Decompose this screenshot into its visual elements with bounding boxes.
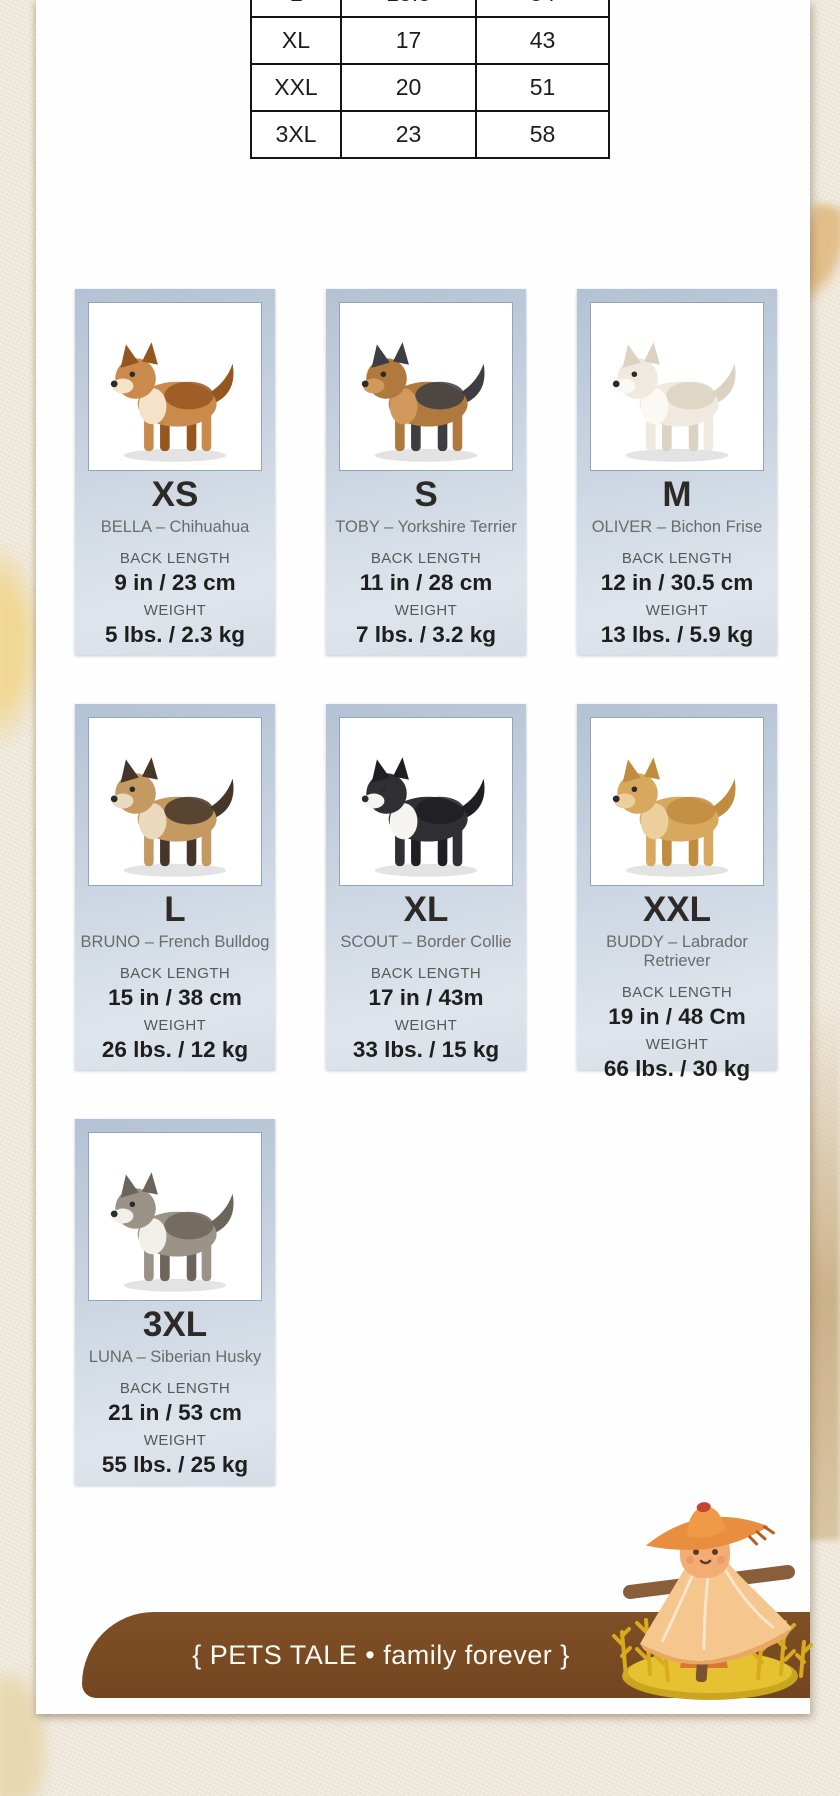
background-right-band xyxy=(806,1000,840,1540)
dog-size-card-border-collie: XL SCOUT – Border Collie BACK LENGTH 17 … xyxy=(326,704,526,1070)
card-size-label: M xyxy=(662,475,692,514)
dog-photo xyxy=(339,302,513,471)
card-size-label: XS xyxy=(151,475,199,514)
size-cell: L xyxy=(250,0,342,18)
card-size-label: XXL xyxy=(642,890,712,929)
size-chart-body: L 13.5 34 XL 17 43 XXL 20 51 3XL 23 58 xyxy=(250,0,610,159)
dog-illustration-icon xyxy=(361,342,485,462)
weight-label: WEIGHT xyxy=(394,1017,458,1034)
back-length-label: BACK LENGTH xyxy=(119,550,231,567)
back-length-cm-cell: 34 xyxy=(475,0,610,18)
weight-label: WEIGHT xyxy=(143,1432,207,1449)
dog-size-card-chihuahua: XS BELLA – Chihuahua BACK LENGTH 9 in / … xyxy=(75,289,275,655)
size-chart-table: L 13.5 34 XL 17 43 XXL 20 51 3XL 23 58 xyxy=(250,0,610,159)
back-length-cm-cell: 51 xyxy=(475,63,610,112)
back-length-value: 17 in / 43m xyxy=(368,985,484,1010)
weight-value: 66 lbs. / 30 kg xyxy=(603,1056,751,1081)
card-size-label: S xyxy=(414,475,438,514)
weight-label: WEIGHT xyxy=(645,602,709,619)
size-chart-row: 3XL 23 58 xyxy=(250,110,610,159)
dog-photo xyxy=(88,302,262,471)
banner-text: { PETS TALE • family forever } xyxy=(192,1639,570,1670)
dog-size-card-labrador-retriever: XXL BUDDY – Labrador Retriever BACK LENG… xyxy=(577,704,777,1081)
card-dog-name: BELLA – Chihuahua xyxy=(100,518,250,536)
card-dog-name: SCOUT – Border Collie xyxy=(340,933,512,951)
dog-illustration-icon xyxy=(612,342,736,462)
card-size-label: XL xyxy=(403,890,449,929)
dog-illustration-icon xyxy=(110,1172,234,1292)
weight-value: 7 lbs. / 3.2 kg xyxy=(355,622,497,647)
size-chart-row: XL 17 43 xyxy=(250,16,610,65)
back-length-label: BACK LENGTH xyxy=(370,550,482,567)
dog-photo xyxy=(590,717,764,886)
size-cell: 3XL xyxy=(250,110,342,159)
back-length-in-cell: 20 xyxy=(340,63,477,112)
weight-value: 55 lbs. / 25 kg xyxy=(101,1452,249,1477)
size-chart-row: XXL 20 51 xyxy=(250,63,610,112)
card-dog-name: LUNA – Siberian Husky xyxy=(88,1348,262,1366)
back-length-cm-cell: 58 xyxy=(475,110,610,159)
back-length-label: BACK LENGTH xyxy=(621,984,733,1001)
weight-label: WEIGHT xyxy=(143,1017,207,1034)
back-length-label: BACK LENGTH xyxy=(621,550,733,567)
size-cell: XL xyxy=(250,16,342,65)
card-dog-name: OLIVER – Bichon Frise xyxy=(591,518,763,536)
card-dog-name: TOBY – Yorkshire Terrier xyxy=(335,518,517,536)
card-size-label: L xyxy=(164,890,186,929)
back-length-label: BACK LENGTH xyxy=(370,965,482,982)
back-length-label: BACK LENGTH xyxy=(119,965,231,982)
weight-value: 5 lbs. / 2.3 kg xyxy=(104,622,246,647)
dog-size-card-bichon-frise: M OLIVER – Bichon Frise BACK LENGTH 12 i… xyxy=(577,289,777,655)
back-length-value: 12 in / 30.5 cm xyxy=(600,570,754,595)
weight-label: WEIGHT xyxy=(394,602,458,619)
dog-illustration-icon xyxy=(110,342,234,462)
back-length-in-cell: 23 xyxy=(340,110,477,159)
card-size-label: 3XL xyxy=(142,1305,208,1344)
back-length-value: 21 in / 53 cm xyxy=(108,1400,242,1425)
dog-illustration-icon xyxy=(361,757,485,877)
size-cell: XXL xyxy=(250,63,342,112)
card-dog-name: BUDDY – Labrador Retriever xyxy=(606,933,748,970)
back-length-in-cell: 17 xyxy=(340,16,477,65)
dog-size-card-siberian-husky: 3XL LUNA – Siberian Husky BACK LENGTH 21… xyxy=(75,1119,275,1485)
back-length-label: BACK LENGTH xyxy=(119,1380,231,1397)
dog-photo xyxy=(88,717,262,886)
dog-photo xyxy=(88,1132,262,1301)
weight-value: 26 lbs. / 12 kg xyxy=(101,1037,249,1062)
back-length-value: 11 in / 28 cm xyxy=(359,570,493,595)
card-dog-name: BRUNO – French Bulldog xyxy=(80,933,270,951)
dog-size-cards-grid: XS BELLA – Chihuahua BACK LENGTH 9 in / … xyxy=(75,289,777,1485)
back-length-in-cell: 13.5 xyxy=(340,0,477,18)
dog-size-card-yorkshire-terrier: S TOBY – Yorkshire Terrier BACK LENGTH 1… xyxy=(326,289,526,655)
size-chart-row: L 13.5 34 xyxy=(250,0,610,18)
back-length-value: 15 in / 38 cm xyxy=(108,985,242,1010)
weight-value: 13 lbs. / 5.9 kg xyxy=(600,622,754,647)
back-length-value: 9 in / 23 cm xyxy=(114,570,236,595)
dog-size-card-french-bulldog: L BRUNO – French Bulldog BACK LENGTH 15 … xyxy=(75,704,275,1070)
dog-illustration-icon xyxy=(612,757,736,877)
weight-value: 33 lbs. / 15 kg xyxy=(352,1037,500,1062)
weight-label: WEIGHT xyxy=(143,602,207,619)
dog-photo xyxy=(339,717,513,886)
dog-photo xyxy=(590,302,764,471)
dog-illustration-icon xyxy=(110,757,234,877)
scarecrow-icon xyxy=(612,1502,813,1700)
weight-label: WEIGHT xyxy=(645,1036,709,1053)
back-length-value: 19 in / 48 Cm xyxy=(608,1004,746,1029)
back-length-cm-cell: 43 xyxy=(475,16,610,65)
